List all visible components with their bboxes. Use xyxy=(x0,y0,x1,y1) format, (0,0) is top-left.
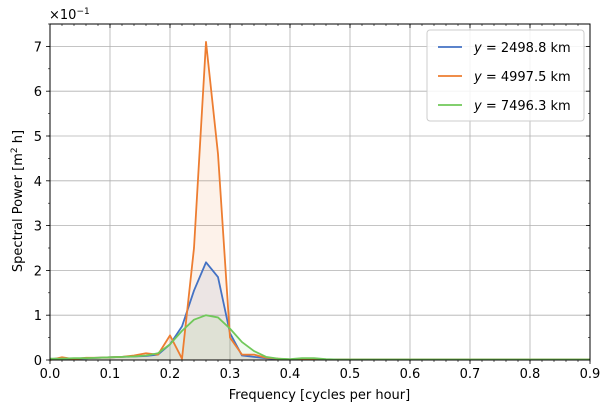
x-tick-label: 0.7 xyxy=(460,367,481,382)
x-tick-label: 0.0 xyxy=(40,367,61,382)
y-tick-label: 4 xyxy=(34,175,42,190)
legend-label-value: = 4997.5 km xyxy=(482,70,571,85)
y-axis-label-main: Spectral Power [m xyxy=(11,153,26,272)
x-tick-label: 0.1 xyxy=(100,367,121,382)
x-axis-label: Frequency [cycles per hour] xyxy=(229,388,410,403)
x-tick-label: 0.5 xyxy=(340,367,361,382)
legend-label-1: y = 2498.8 km xyxy=(473,41,571,56)
x-tick-label: 0.9 xyxy=(580,367,601,382)
legend-label-variable: y xyxy=(473,99,482,114)
legend-label-2: y = 4997.5 km xyxy=(473,70,571,85)
y-tick-label: 5 xyxy=(34,130,42,145)
y-axis-label-superscript: 2 xyxy=(10,147,20,153)
series-fill-3 xyxy=(50,315,590,360)
legend-label-variable: y xyxy=(473,41,482,56)
axis-ticks xyxy=(46,23,591,364)
legend-box xyxy=(426,29,585,122)
y-scale-exponent: −1 xyxy=(76,7,89,17)
legend-label-3: y = 7496.3 km xyxy=(473,99,571,114)
x-tick-label: 0.3 xyxy=(220,367,241,382)
y-tick-label: 7 xyxy=(34,40,42,55)
y-tick-label: 0 xyxy=(34,354,42,369)
x-tick-label: 0.8 xyxy=(520,367,541,382)
y-tick-label: 2 xyxy=(34,264,42,279)
x-tick-label: 0.2 xyxy=(160,367,181,382)
y-axis-label: Spectral Power [m2 h] xyxy=(10,130,26,272)
plot-frame xyxy=(49,23,591,361)
y-tick-label: 3 xyxy=(34,220,42,235)
y-tick-label: 1 xyxy=(34,309,42,324)
legend: y = 2498.8 kmy = 4997.5 kmy = 7496.3 km xyxy=(426,29,585,122)
x-tick-labels: 0.0 0.1 0.2 0.3 0.4 0.5 0.6 0.7 0.8 0.9 xyxy=(40,367,601,382)
y-axis-label-tail: h] xyxy=(11,130,26,147)
legend-label-value: = 7496.3 km xyxy=(482,99,571,114)
y-tick-label: 6 xyxy=(34,85,42,100)
y-scale-multiplier: ×10−1 xyxy=(49,7,90,23)
legend-label-value: = 2498.8 km xyxy=(482,41,571,56)
y-tick-labels: 0 1 2 3 4 5 6 7 xyxy=(34,40,42,369)
legend-label-variable: y xyxy=(473,70,482,85)
x-tick-label: 0.6 xyxy=(400,367,421,382)
y-scale-base: ×10 xyxy=(49,8,76,23)
x-tick-label: 0.4 xyxy=(280,367,301,382)
